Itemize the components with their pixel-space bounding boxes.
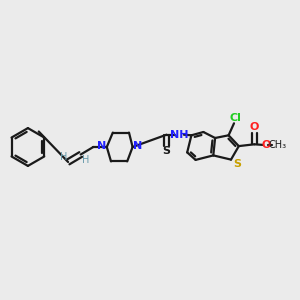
Text: N: N <box>134 141 142 152</box>
Text: O: O <box>261 140 271 150</box>
Text: H: H <box>60 152 67 163</box>
Text: H: H <box>82 155 89 165</box>
Text: N: N <box>97 141 106 152</box>
Text: CH₃: CH₃ <box>269 140 287 150</box>
Text: S: S <box>163 146 170 157</box>
Text: S: S <box>234 159 242 170</box>
Text: NH: NH <box>169 130 188 140</box>
Text: Cl: Cl <box>229 113 241 123</box>
Text: O: O <box>250 122 259 133</box>
